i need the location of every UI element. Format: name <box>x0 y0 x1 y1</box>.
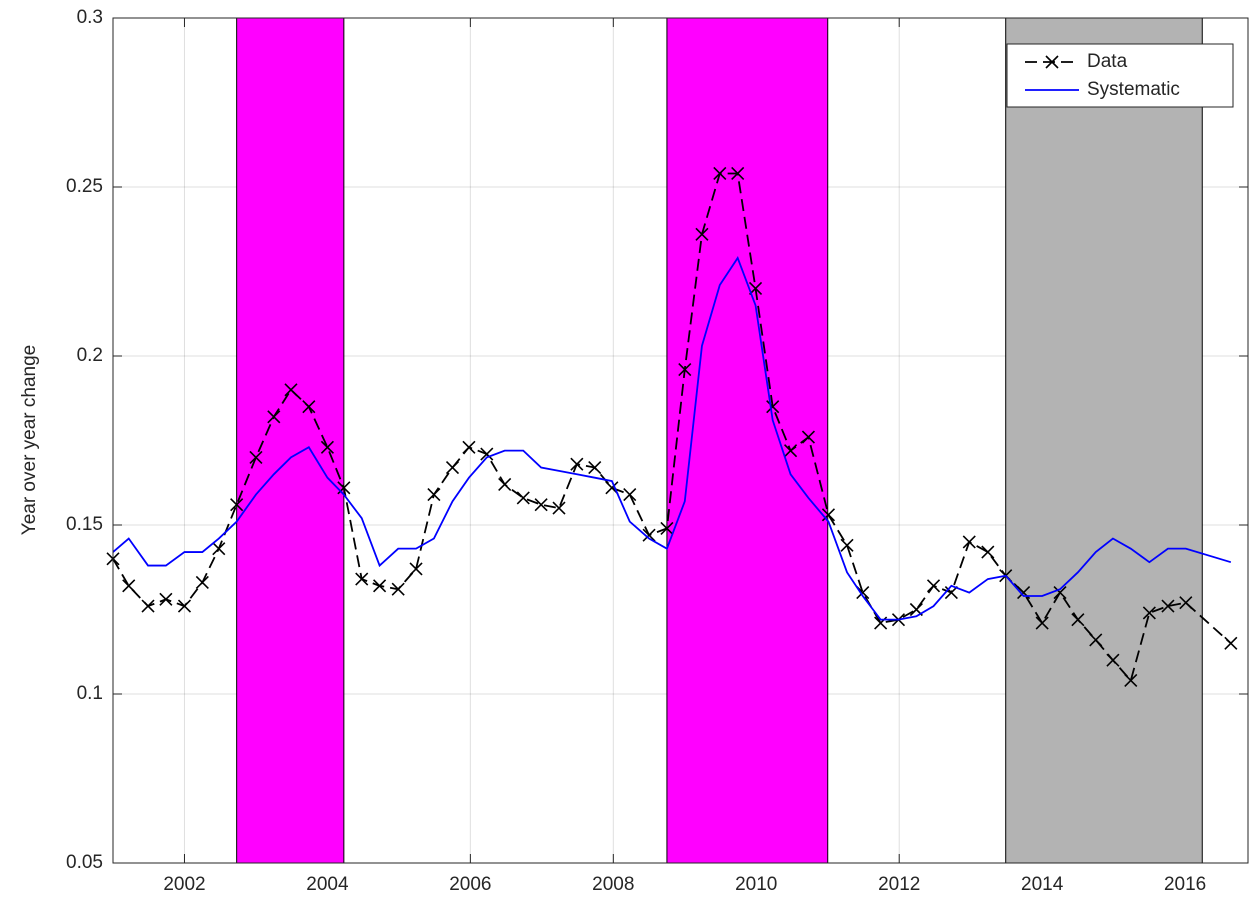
data-point <box>249 450 263 464</box>
data-point <box>981 545 995 559</box>
data-point <box>821 508 836 522</box>
data-point <box>177 599 192 613</box>
data-point <box>570 457 584 471</box>
data-point <box>840 538 854 552</box>
data-point <box>784 444 798 458</box>
legend: Data Systematic <box>1006 43 1234 108</box>
data-point <box>355 572 369 586</box>
data-point <box>801 430 816 444</box>
data-point <box>1224 636 1238 650</box>
x-tick-label: 2002 <box>163 874 205 895</box>
data-point <box>1089 633 1103 647</box>
data-point <box>445 460 460 475</box>
data-point <box>1071 613 1085 627</box>
data-point <box>337 481 351 495</box>
shaded-region <box>236 17 345 864</box>
data-point <box>302 400 316 414</box>
data-point <box>552 501 566 515</box>
data-point <box>391 582 405 596</box>
legend-label: Data <box>1087 51 1128 72</box>
data-point <box>731 166 745 181</box>
data-point <box>926 579 941 593</box>
series-line <box>112 256 1232 621</box>
x-tick-label: 2014 <box>1021 874 1064 895</box>
data-point <box>660 521 674 535</box>
data-point <box>122 579 136 593</box>
shaded-region <box>666 17 829 864</box>
legend-box <box>1006 43 1234 108</box>
data-point <box>159 592 173 606</box>
data-point <box>588 460 602 475</box>
data-point <box>944 586 958 600</box>
data-point <box>1053 586 1067 600</box>
x-tick-label: 2012 <box>878 874 920 895</box>
data-point <box>713 166 727 181</box>
data-point <box>642 528 656 542</box>
x-tick-label: 2006 <box>449 874 491 895</box>
data-point <box>516 491 530 505</box>
data-point <box>373 579 387 593</box>
x-tick-label: 2016 <box>1164 874 1206 895</box>
y-tick-label: 0.15 <box>66 514 103 535</box>
data-point <box>480 447 494 461</box>
data-point <box>766 400 780 414</box>
x-tick-label: 2008 <box>592 874 634 895</box>
data-point <box>462 440 476 454</box>
data-point <box>1106 653 1120 667</box>
x-tick-label: 2004 <box>306 874 349 895</box>
y-tick-label: 0.1 <box>77 683 103 704</box>
data-point <box>1142 606 1156 620</box>
data-point <box>962 535 976 549</box>
data-point <box>409 562 423 576</box>
y-tick-label: 0.3 <box>77 7 103 28</box>
x-tick-label: 2010 <box>735 874 777 895</box>
data-point <box>212 542 226 556</box>
legend-marker <box>1045 55 1059 69</box>
data-point <box>623 488 637 502</box>
shaded-region <box>1005 17 1203 864</box>
data-point <box>498 477 512 492</box>
data-point <box>427 488 441 502</box>
data-point <box>1179 596 1193 610</box>
data-point <box>230 498 244 512</box>
data-point <box>284 383 298 397</box>
data-point <box>195 575 209 590</box>
legend-label: Systematic <box>1087 79 1180 100</box>
data-point <box>1124 673 1138 688</box>
data-point <box>141 599 155 613</box>
data-point <box>534 498 548 512</box>
data-point <box>678 362 692 377</box>
y-tick-label: 0.25 <box>66 176 103 197</box>
data-point <box>695 227 709 241</box>
data-point <box>267 410 281 424</box>
plot-frame <box>112 17 1249 864</box>
data-point <box>1161 599 1175 613</box>
data-point <box>320 440 334 454</box>
y-tick-label: 0.05 <box>66 852 103 873</box>
data-point <box>1035 616 1049 630</box>
y-axis-label: Year over year change <box>19 345 40 535</box>
y-tick-label: 0.2 <box>77 345 103 366</box>
